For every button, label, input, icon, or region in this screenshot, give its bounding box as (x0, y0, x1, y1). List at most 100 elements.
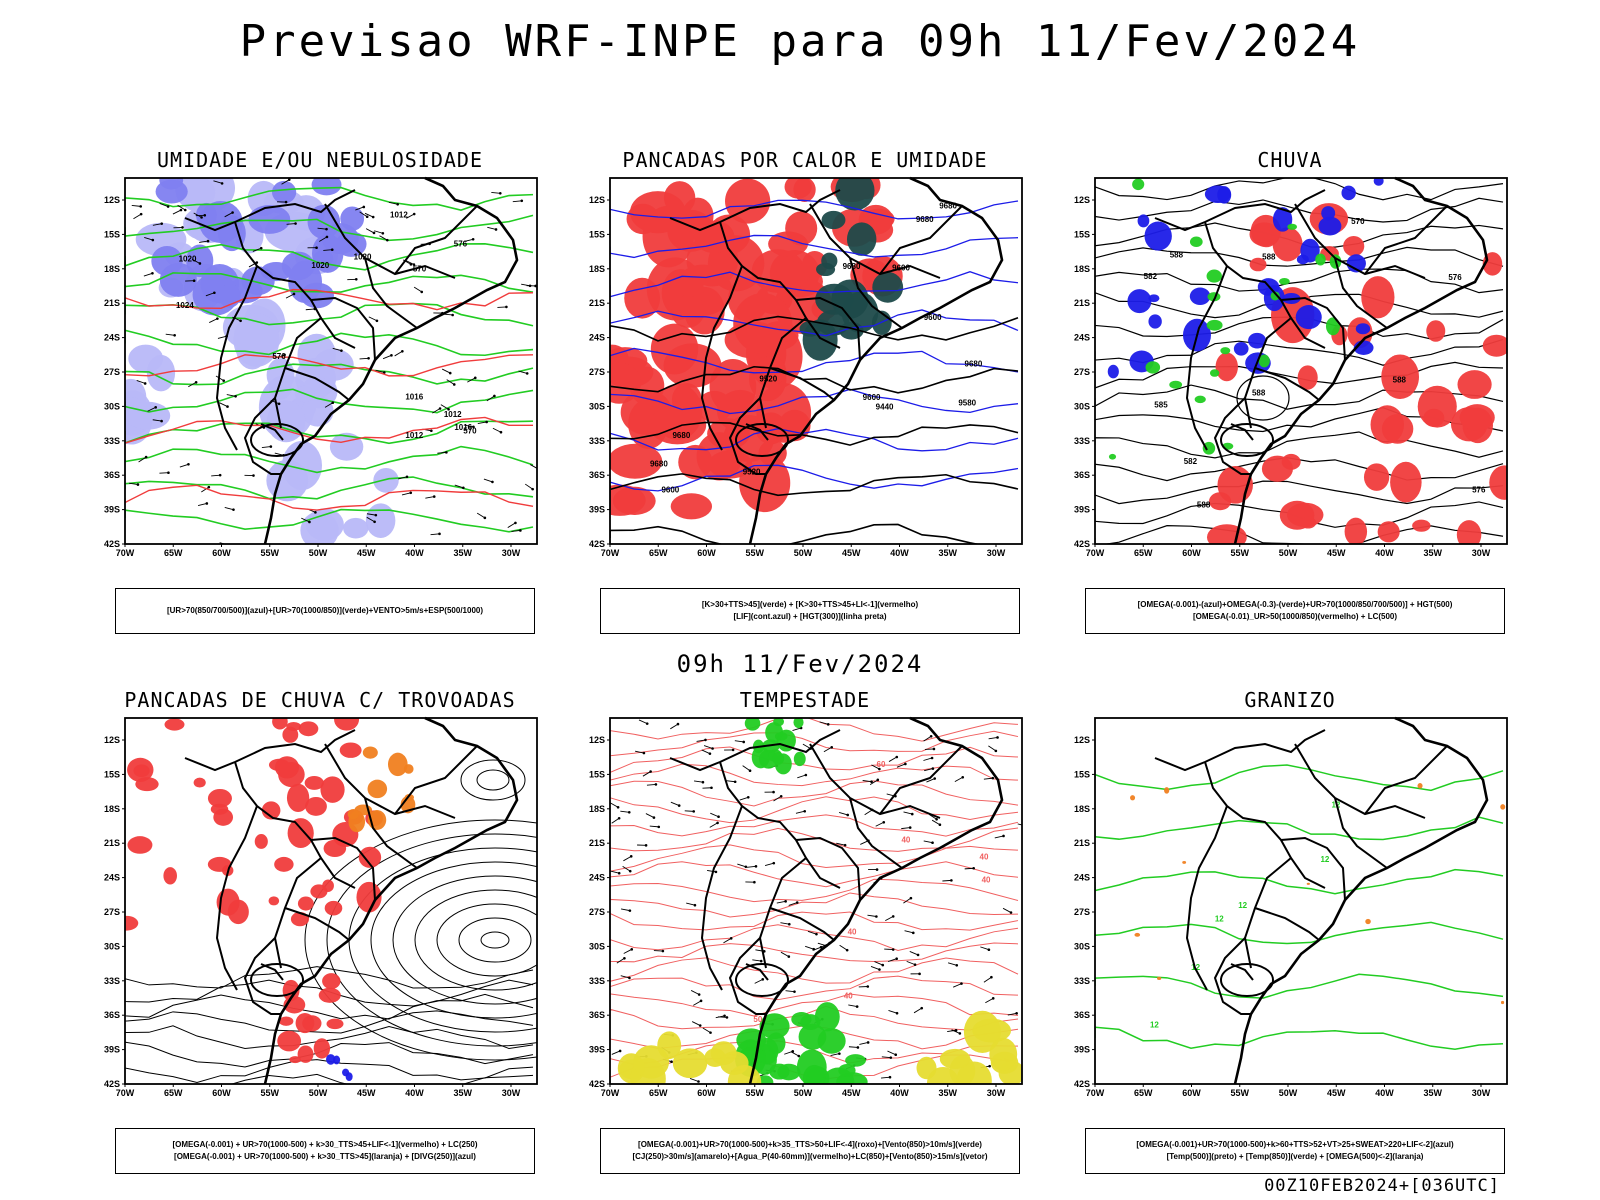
lat-label: 33S (589, 976, 605, 986)
lowlevel-jet-area (766, 1032, 786, 1054)
coastline (748, 716, 1004, 1085)
wind-vector-head (904, 762, 907, 766)
wind-vector-head (187, 462, 190, 466)
contour-label: 576 (1448, 273, 1462, 282)
strong-omega-area (1132, 178, 1145, 191)
contour-label: 588 (1252, 389, 1266, 398)
humidity-upper-area (151, 246, 183, 276)
country-border (809, 203, 941, 279)
lat-label: 33S (104, 976, 120, 986)
country-border (700, 805, 743, 991)
thunderstorm-area (125, 915, 139, 931)
country-border (1294, 203, 1426, 279)
wind-vector-head (200, 216, 203, 219)
map-layers: 1016102010201012102010161012101210245705… (125, 178, 537, 544)
precipitable-water-contour (610, 924, 1019, 952)
contour-label: 9680 (916, 215, 934, 224)
wind-vector (209, 318, 218, 323)
geopotential-contour (610, 473, 1019, 497)
wind-vector (301, 517, 310, 523)
wind-vector-head (331, 401, 335, 404)
lon-label: 70W (116, 1088, 135, 1098)
wind-vector-head (895, 957, 898, 961)
wind-vector (406, 213, 415, 219)
wind-vector (497, 306, 507, 308)
country-border (310, 836, 376, 901)
wind-vector (887, 958, 897, 962)
map-base (669, 716, 1004, 1085)
thunderstorm-area (295, 1013, 315, 1034)
wind-vector-head (657, 825, 661, 829)
wind-vector-head (617, 871, 621, 875)
country-border (849, 797, 903, 869)
lagoon (735, 423, 789, 457)
wind-vector (147, 406, 156, 412)
wind-vector-head (870, 780, 873, 784)
humidity-mid-area (266, 358, 295, 392)
lat-label: 39S (104, 505, 120, 515)
humidity-low-contour (125, 329, 534, 357)
humidity-mid-area (233, 312, 280, 367)
temperature-850-contour (1095, 1026, 1504, 1050)
wind-vector-head (784, 900, 787, 903)
contour-label: 40 (848, 928, 857, 937)
wind-vector-head (882, 820, 886, 824)
wind-vector-head (531, 487, 534, 491)
omega-area (1373, 178, 1384, 186)
wind-vector-head (390, 354, 393, 357)
wind-vector-head (292, 292, 296, 296)
lat-label: 15S (104, 769, 120, 779)
wind-vector-head (485, 420, 488, 424)
wind-vector-head (409, 491, 413, 495)
wind-vector (394, 350, 403, 357)
humidity-low-contour (125, 243, 534, 271)
wind-vector-head (143, 382, 147, 385)
wind-vector-head (894, 1053, 898, 1057)
convective-area (835, 178, 875, 211)
wind-vector-head (710, 786, 713, 790)
wind-vector (797, 774, 806, 779)
panel-pancadas-calor: PANCADAS POR CALOR E UMIDADE 9680 9680 960… (570, 148, 1040, 634)
wind-vector-head (365, 215, 369, 219)
omega-area (1346, 254, 1366, 273)
wind-vector (133, 213, 142, 220)
contour-label: 1020 (311, 261, 329, 270)
lat-label: 39S (589, 505, 605, 515)
lat-label: 42S (1074, 539, 1090, 549)
lowlevel-jet-area (838, 1063, 856, 1077)
map-base (184, 716, 519, 1085)
divergence-area (333, 1055, 341, 1065)
thunderstorm-area (304, 775, 324, 790)
wind-vector-head (514, 521, 517, 525)
wind-vector (706, 870, 717, 873)
lat-label: 42S (104, 539, 120, 549)
humidity-low-contour (125, 476, 534, 500)
map-chuva: 588 588 588 588 588 582 576 582 585 570 576 12S 15S 1… (1074, 176, 1508, 558)
lat-label: 42S (104, 1079, 120, 1089)
lat-label: 42S (589, 539, 605, 549)
wind-vector (785, 990, 795, 993)
upper-jet-area (704, 1048, 726, 1067)
wind-vector (742, 765, 751, 772)
instability-area (785, 211, 818, 246)
lon-label: 30W (1472, 548, 1491, 558)
map-layers: 40 40 40 50 60 40 40 (610, 718, 1022, 1084)
wind-vector-head (252, 474, 255, 477)
divergence-area (345, 1072, 353, 1081)
wind-vector (870, 965, 880, 970)
streamline (480, 931, 510, 949)
wind-vector-head (996, 736, 999, 739)
lat-label: 30S (1074, 401, 1090, 411)
wind-vector-head (139, 205, 143, 208)
wind-vector-head (733, 780, 737, 784)
low-center-contour (1236, 375, 1290, 421)
wind-vector-head (451, 313, 454, 317)
wind-vector (359, 211, 368, 218)
wind-vector (332, 347, 342, 352)
wind-vector (903, 897, 912, 904)
lat-label: 12S (1074, 735, 1090, 745)
wind-vector (477, 421, 487, 425)
contour-label: 9680 (650, 460, 668, 469)
wind-vector-head (843, 843, 847, 847)
wind-vector (807, 930, 817, 935)
